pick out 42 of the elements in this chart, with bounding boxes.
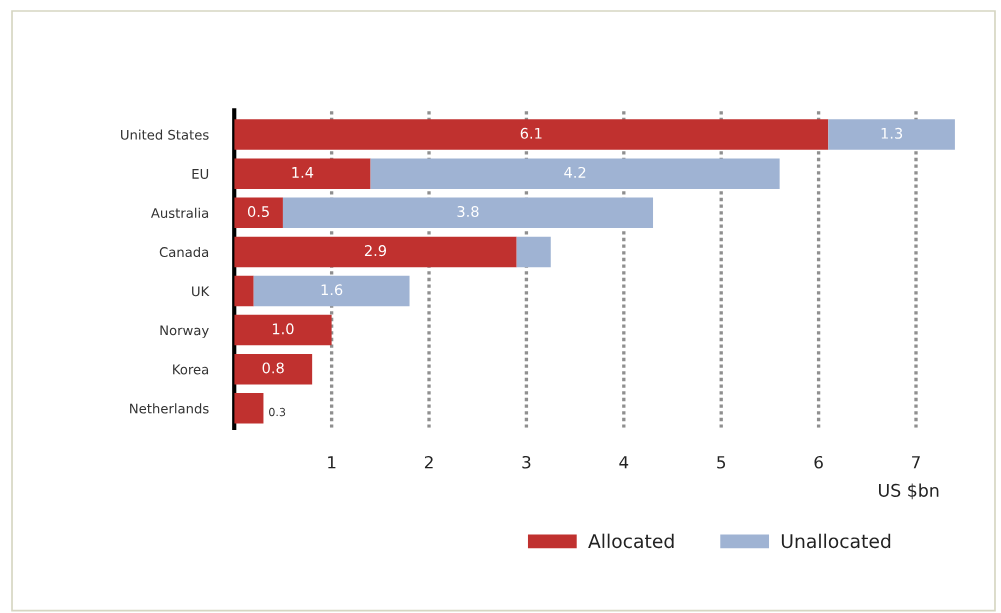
data-label: 3.8 <box>457 206 479 218</box>
bar <box>234 236 517 268</box>
bar <box>234 393 264 424</box>
y-tick-label: EU <box>192 169 209 179</box>
data-label: 0.8 <box>262 362 284 374</box>
y-tick-label: Korea <box>173 364 209 375</box>
x-tick-label: 2 <box>424 455 433 469</box>
data-label: 1.6 <box>321 284 343 296</box>
data-label: 6.1 <box>520 127 542 139</box>
x-axis-title: US $bn <box>879 483 939 500</box>
data-label: 0.5 <box>247 206 269 218</box>
bar <box>234 197 283 229</box>
bar <box>253 275 410 307</box>
bar <box>234 353 313 385</box>
data-label: 1.0 <box>272 323 294 335</box>
x-tick-label: 7 <box>912 456 920 469</box>
bar <box>370 158 780 189</box>
x-tick-label: 3 <box>522 455 531 469</box>
x-tick-label: 4 <box>619 456 629 469</box>
y-tick-label: Canada <box>159 246 209 258</box>
x-tick-label: 1 <box>328 456 336 469</box>
x-tick-label: 5 <box>717 456 726 469</box>
legend-label: Unallocated <box>781 533 891 549</box>
bar <box>234 275 254 307</box>
y-tick-label: UK <box>192 286 210 297</box>
x-tick-label: 6 <box>814 455 823 469</box>
bar <box>828 119 955 150</box>
bar <box>516 236 551 268</box>
y-tick-label: Norway <box>160 325 209 338</box>
y-tick-label: United States <box>121 129 209 140</box>
data-label: 1.4 <box>292 167 314 178</box>
bar <box>234 314 332 346</box>
data-label: 4.2 <box>564 166 586 178</box>
data-label: 1.3 <box>881 127 903 139</box>
y-tick-label: Australia <box>150 207 209 218</box>
data-label: 0.3 <box>269 407 286 417</box>
bar <box>282 197 654 229</box>
legend-label: Allocated <box>588 533 674 549</box>
bar <box>234 119 829 150</box>
data-label: 2.9 <box>364 245 387 257</box>
y-tick-label: Netherlands <box>130 403 209 414</box>
bar <box>234 158 371 189</box>
